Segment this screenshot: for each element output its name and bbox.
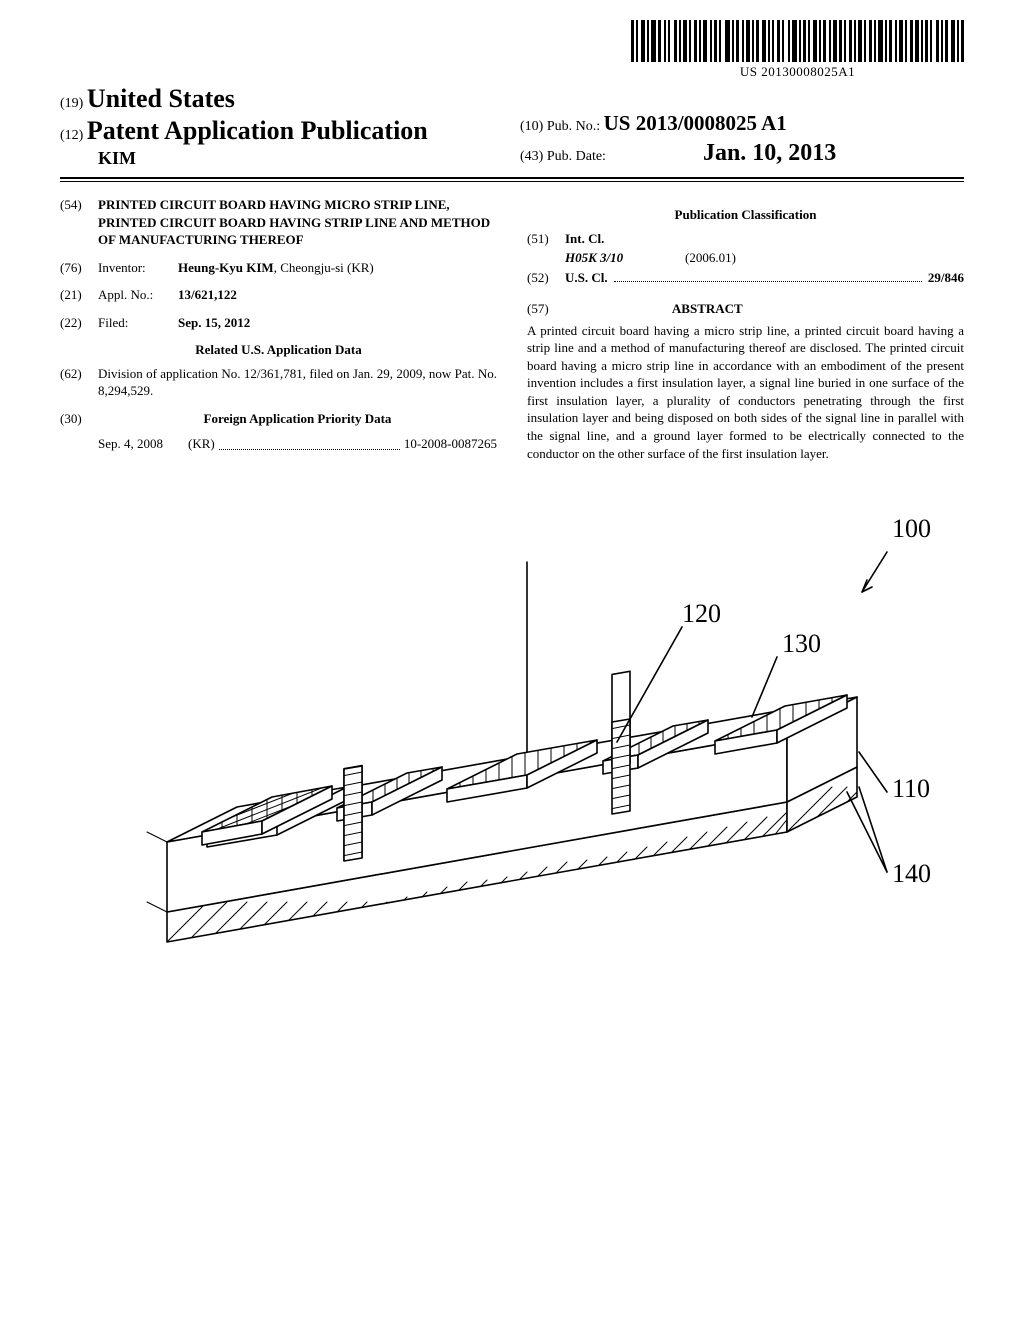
- uscl-dots: [614, 281, 922, 282]
- abstract-label: ABSTRACT: [672, 301, 743, 316]
- inventor-name: Heung-Kyu KIM: [178, 260, 274, 275]
- pubclass-heading: Publication Classification: [527, 206, 964, 224]
- barcode-text: US 20130008025A1: [631, 64, 964, 80]
- code-52: (52): [527, 269, 565, 287]
- doc-type: Patent Application Publication: [87, 116, 428, 145]
- abstract-body: A printed circuit board having a micro s…: [527, 322, 964, 462]
- foreign-heading: Foreign Application Priority Data: [98, 410, 497, 428]
- foreign-num: 10-2008-0087265: [404, 435, 497, 453]
- patent-figure: 100 120 130 110 140: [60, 492, 964, 1057]
- code-43: (43): [520, 149, 543, 164]
- pubno-label: Pub. No.:: [547, 119, 600, 134]
- code-62: (62): [60, 365, 98, 400]
- related-heading: Related U.S. Application Data: [60, 341, 497, 359]
- related-text: Division of application No. 12/361,781, …: [98, 365, 497, 400]
- barcode-block: US 20130008025A1: [631, 20, 964, 80]
- pubno-value: US 2013/0008025 A1: [604, 111, 787, 135]
- intcl-code: H05K 3/10: [565, 249, 685, 267]
- code-30: (30): [60, 410, 98, 428]
- figure-ref-120: 120: [682, 599, 721, 628]
- code-12: (12): [60, 128, 83, 143]
- code-21: (21): [60, 286, 98, 304]
- left-column: (54) PRINTED CIRCUIT BOARD HAVING MICRO …: [60, 196, 497, 462]
- inventor-label: Inventor:: [98, 259, 178, 277]
- filed-value: Sep. 15, 2012: [178, 314, 250, 332]
- intcl-year: (2006.01): [685, 249, 736, 267]
- figure-ref-100: 100: [892, 514, 931, 543]
- hr-thin: [60, 181, 964, 182]
- pubdate-value: Jan. 10, 2013: [703, 140, 836, 166]
- code-51: (51): [527, 230, 565, 248]
- country-name: United States: [87, 84, 235, 113]
- foreign-date: Sep. 4, 2008: [98, 435, 188, 453]
- code-76: (76): [60, 259, 98, 277]
- inventor-location: , Cheongju-si (KR): [274, 260, 374, 275]
- intcl-label: Int. Cl.: [565, 230, 604, 248]
- code-10: (10): [520, 119, 543, 134]
- foreign-country: (KR): [188, 435, 215, 453]
- code-22: (22): [60, 314, 98, 332]
- code-57: (57): [527, 301, 549, 316]
- uscl-label: U.S. Cl.: [565, 269, 608, 287]
- figure-ref-130: 130: [782, 629, 821, 658]
- barcode-graphic: [631, 20, 964, 62]
- figure-ref-110: 110: [892, 774, 930, 803]
- figure-svg: 100 120 130 110 140: [87, 492, 937, 1052]
- header-right: (10) Pub. No.: US 2013/0008025 A1 (43) P…: [520, 111, 836, 167]
- figure-ref-140: 140: [892, 859, 931, 888]
- invention-title: PRINTED CIRCUIT BOARD HAVING MICRO STRIP…: [98, 196, 497, 249]
- biblio-columns: (54) PRINTED CIRCUIT BOARD HAVING MICRO …: [60, 196, 964, 462]
- code-19: (19): [60, 96, 83, 111]
- hr-thick: [60, 177, 964, 179]
- filed-label: Filed:: [98, 314, 178, 332]
- pubdate-label: Pub. Date:: [547, 149, 606, 164]
- uscl-value: 29/846: [928, 269, 964, 287]
- applno-label: Appl. No.:: [98, 286, 178, 304]
- right-column: Publication Classification (51) Int. Cl.…: [527, 196, 964, 462]
- code-54: (54): [60, 196, 98, 249]
- applno-value: 13/621,122: [178, 286, 237, 304]
